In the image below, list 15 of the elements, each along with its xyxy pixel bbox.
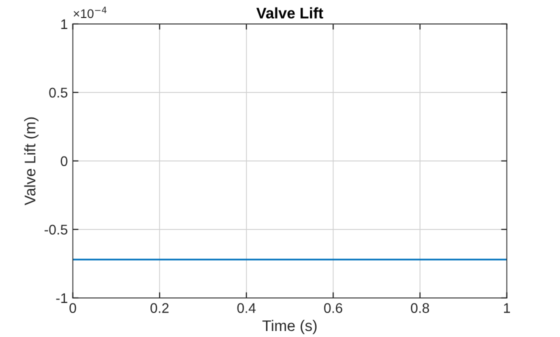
y-tick-label: -0.5 [44,224,68,235]
x-tick-label: 0.8 [410,303,430,313]
y-tick-label: 1 [61,19,68,29]
text: ×10$^{−4}$ [74,6,107,18]
x-tick-label: 0.6 [324,303,342,313]
x-tick-label: 1 [504,303,510,313]
y-tick-label: 0 [60,156,68,166]
x-axis-title: Time (s) [262,320,317,334]
chart-title: Valve Lift [256,7,324,19]
x-tick-label: 0 [69,303,76,313]
y-tick-label: 0.5 [49,88,68,98]
y-axis-title: Valve Lift (m) [24,117,38,206]
x-tick-label: 0.2 [150,303,169,313]
y-tick-label: -1 [56,293,68,303]
x-tick-label: 0.4 [237,303,256,313]
